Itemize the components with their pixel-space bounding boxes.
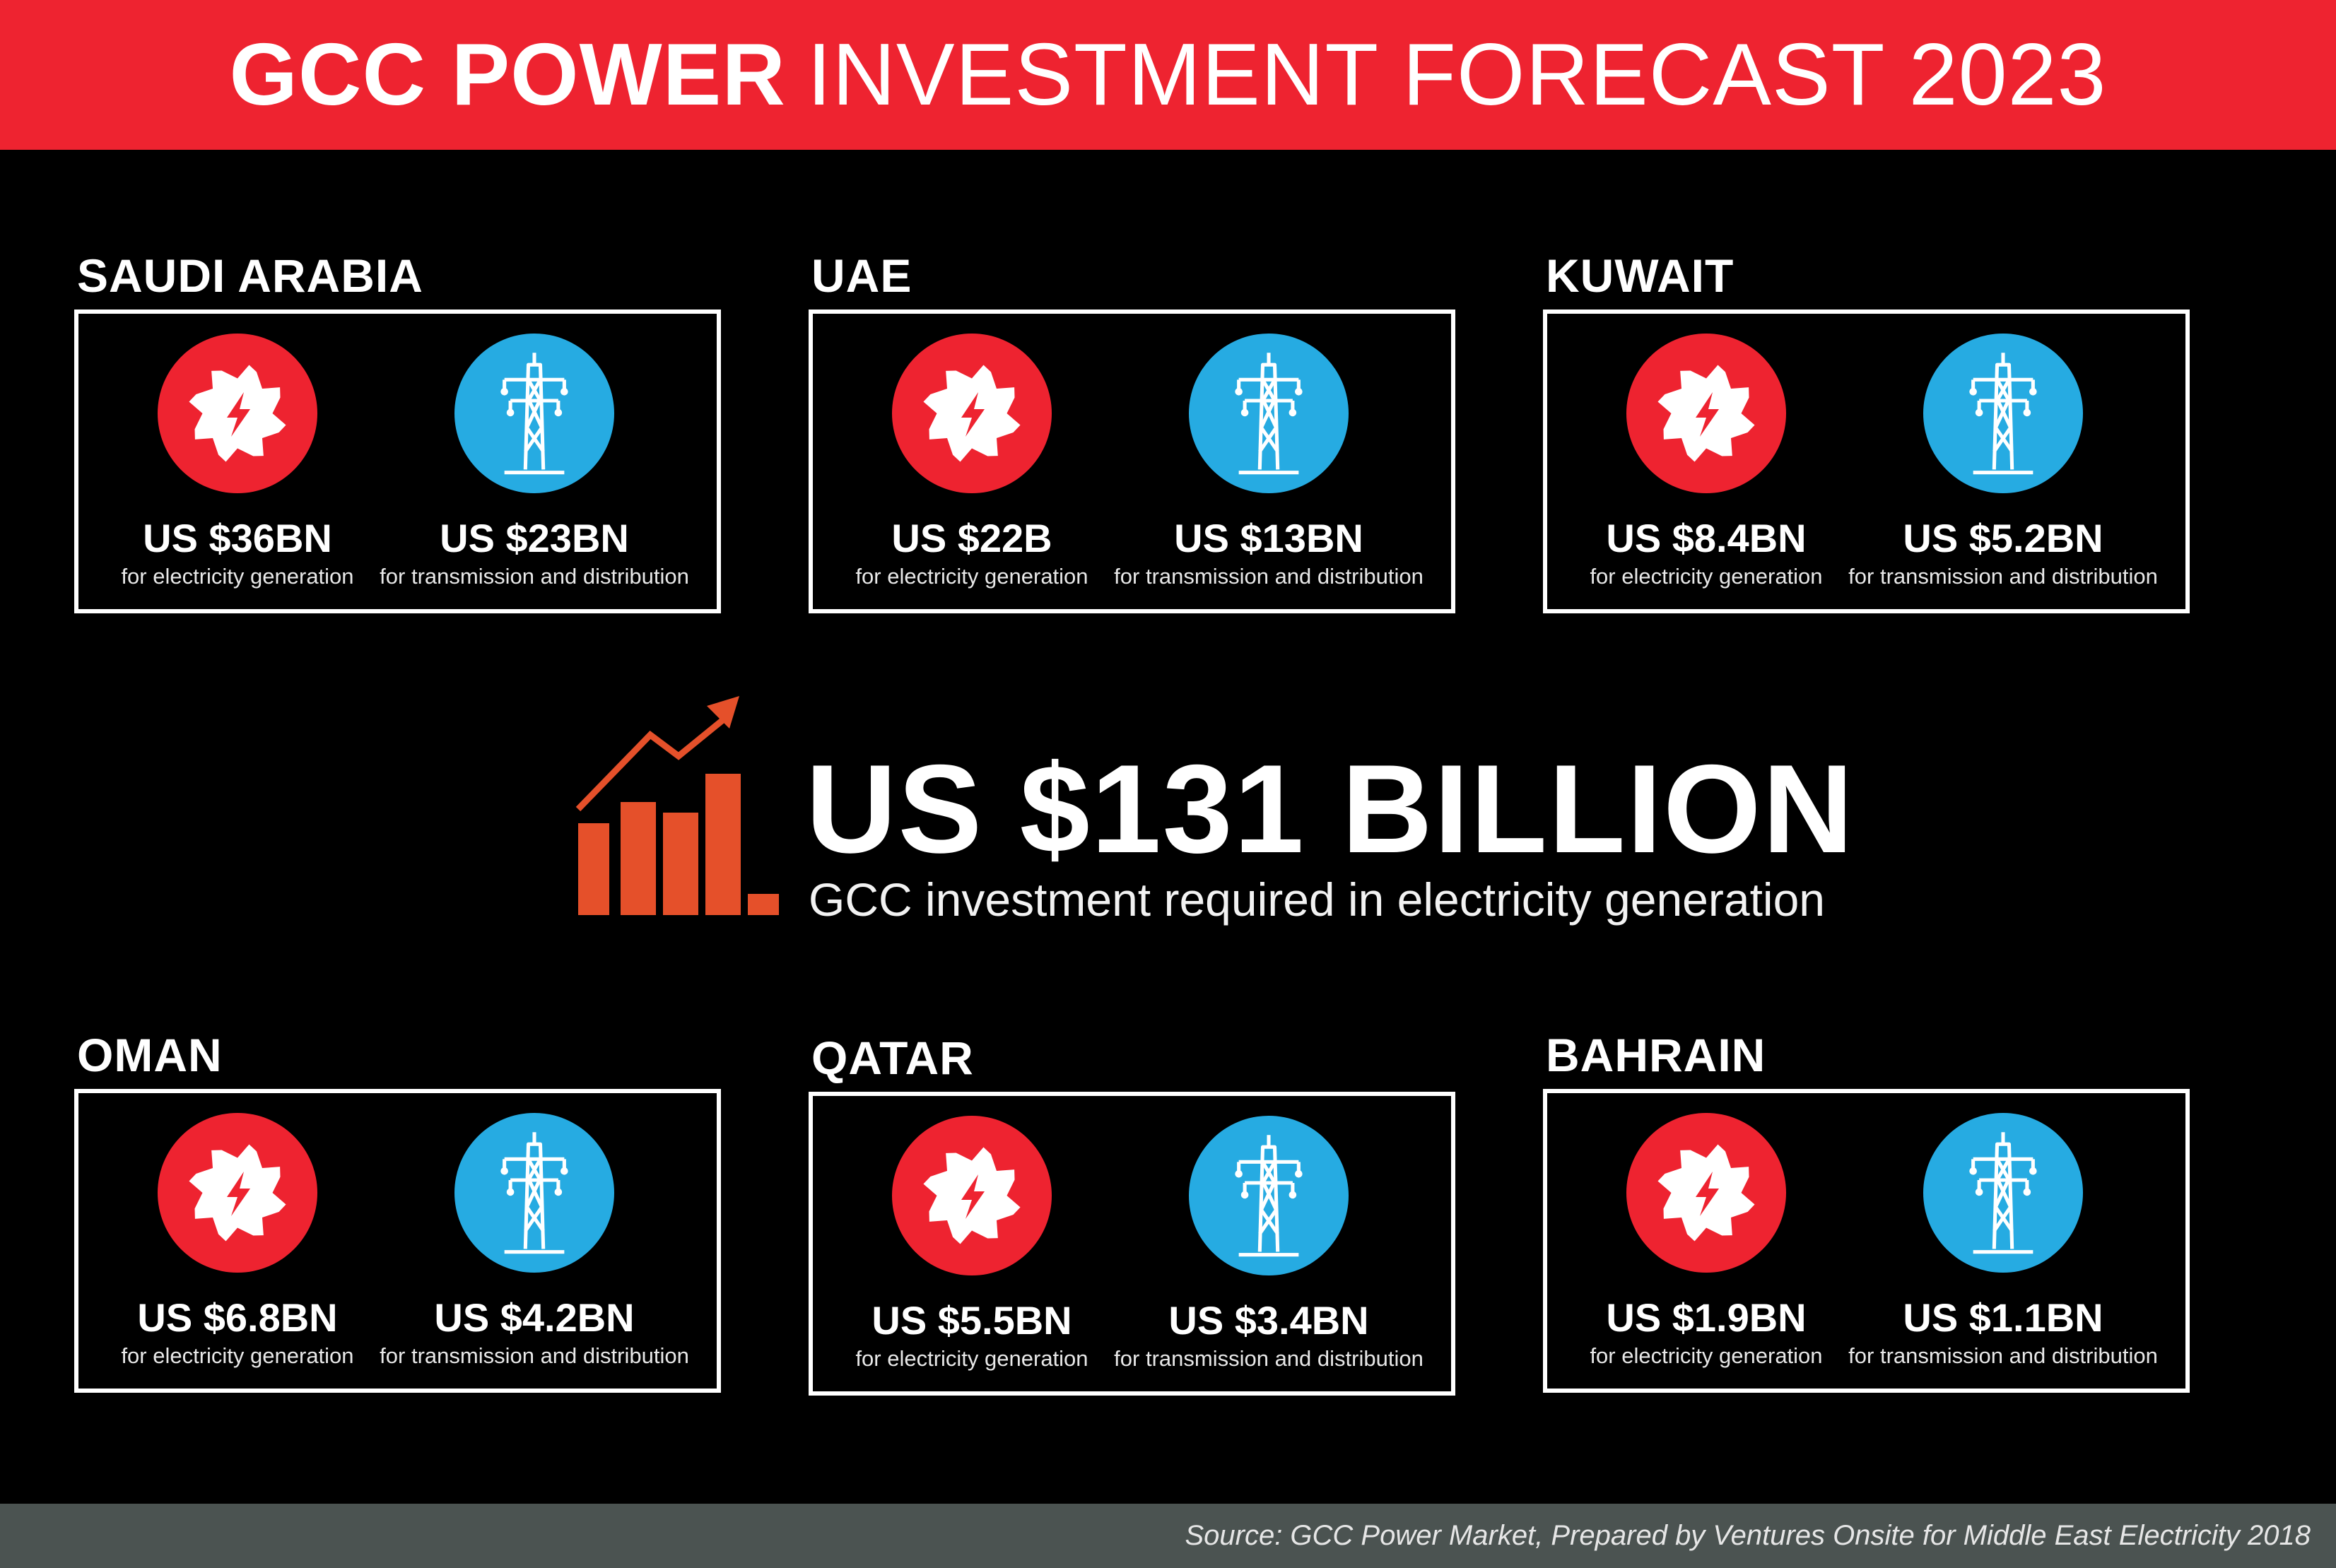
power-pylon-icon [1923,1113,2083,1273]
transmission-value: US $23BN [440,516,629,560]
transmission-label: for transmission and distribution [380,1343,689,1368]
turbine-bolt-icon [1626,1113,1786,1273]
transmission-value: US $4.2BN [434,1295,635,1340]
title-light: INVESTMENT FORECAST 2023 [806,26,2107,124]
turbine-bolt-icon [892,334,1052,493]
country-panel: US $8.4BN for electricity generation US … [1543,310,2190,613]
turbine-bolt-icon [158,334,317,493]
transmission-value: US $13BN [1174,516,1363,560]
generation-metric: US $22B for electricity generation [813,334,1131,589]
transmission-metric: US $1.1BN for transmission and distribut… [1844,1113,2162,1369]
generation-value: US $22B [891,516,1052,560]
generation-label: for electricity generation [855,1346,1088,1371]
generation-label: for electricity generation [1590,564,1823,589]
transmission-label: for transmission and distribution [380,564,689,589]
country-name: BAHRAIN [1546,1029,1766,1081]
country-panel: US $6.8BN for electricity generation US … [74,1089,721,1393]
generation-label: for electricity generation [855,564,1088,589]
transmission-metric: US $5.2BN for transmission and distribut… [1844,334,2162,589]
title-banner: GCC POWER INVESTMENT FORECAST 2023 [0,0,2336,150]
total-label: GCC investment required in electricity g… [809,873,1825,926]
generation-metric: US $6.8BN for electricity generation [78,1113,397,1369]
turbine-bolt-icon [892,1116,1052,1275]
transmission-metric: US $23BN for transmission and distributi… [375,334,693,589]
generation-metric: US $1.9BN for electricity generation [1547,1113,1865,1369]
generation-value: US $6.8BN [137,1295,338,1340]
generation-value: US $8.4BN [1606,516,1807,560]
bar-growth-icon [575,696,779,915]
transmission-metric: US $3.4BN for transmission and distribut… [1110,1116,1428,1372]
generation-value: US $5.5BN [871,1298,1072,1343]
transmission-label: for transmission and distribution [1848,1343,2158,1368]
turbine-bolt-icon [1626,334,1786,493]
transmission-value: US $1.1BN [1903,1295,2103,1340]
power-pylon-icon [1189,1116,1349,1275]
country-panel: US $36BN for electricity generation US $… [74,310,721,613]
title-bold: GCC POWER [229,26,786,124]
country-name: OMAN [77,1029,223,1081]
generation-value: US $1.9BN [1606,1295,1807,1340]
transmission-value: US $3.4BN [1168,1298,1369,1343]
country-panel: US $22B for electricity generation US $1… [809,310,1455,613]
country-panel: US $1.9BN for electricity generation US … [1543,1089,2190,1393]
total-value: US $131 BILLION [806,738,1855,879]
power-pylon-icon [1189,334,1349,493]
turbine-bolt-icon [158,1113,317,1273]
transmission-value: US $5.2BN [1903,516,2103,560]
transmission-label: for transmission and distribution [1848,564,2158,589]
transmission-metric: US $4.2BN for transmission and distribut… [375,1113,693,1369]
country-name: UAE [811,249,912,302]
generation-metric: US $5.5BN for electricity generation [813,1116,1131,1372]
generation-label: for electricity generation [121,1343,354,1368]
source-footer: Source: GCC Power Market, Prepared by Ve… [0,1504,2336,1568]
transmission-label: for transmission and distribution [1114,1346,1424,1371]
power-pylon-icon [454,1113,614,1273]
country-panel: US $5.5BN for electricity generation US … [809,1092,1455,1396]
power-pylon-icon [454,334,614,493]
country-name: SAUDI ARABIA [77,249,423,302]
country-name: KUWAIT [1546,249,1735,302]
generation-label: for electricity generation [1590,1343,1823,1368]
transmission-label: for transmission and distribution [1114,564,1424,589]
country-name: QATAR [811,1032,974,1084]
generation-label: for electricity generation [121,564,354,589]
generation-value: US $36BN [143,516,332,560]
generation-metric: US $36BN for electricity generation [78,334,397,589]
power-pylon-icon [1923,334,2083,493]
generation-metric: US $8.4BN for electricity generation [1547,334,1865,589]
source-text: Source: GCC Power Market, Prepared by Ve… [1185,1520,2311,1551]
transmission-metric: US $13BN for transmission and distributi… [1110,334,1428,589]
